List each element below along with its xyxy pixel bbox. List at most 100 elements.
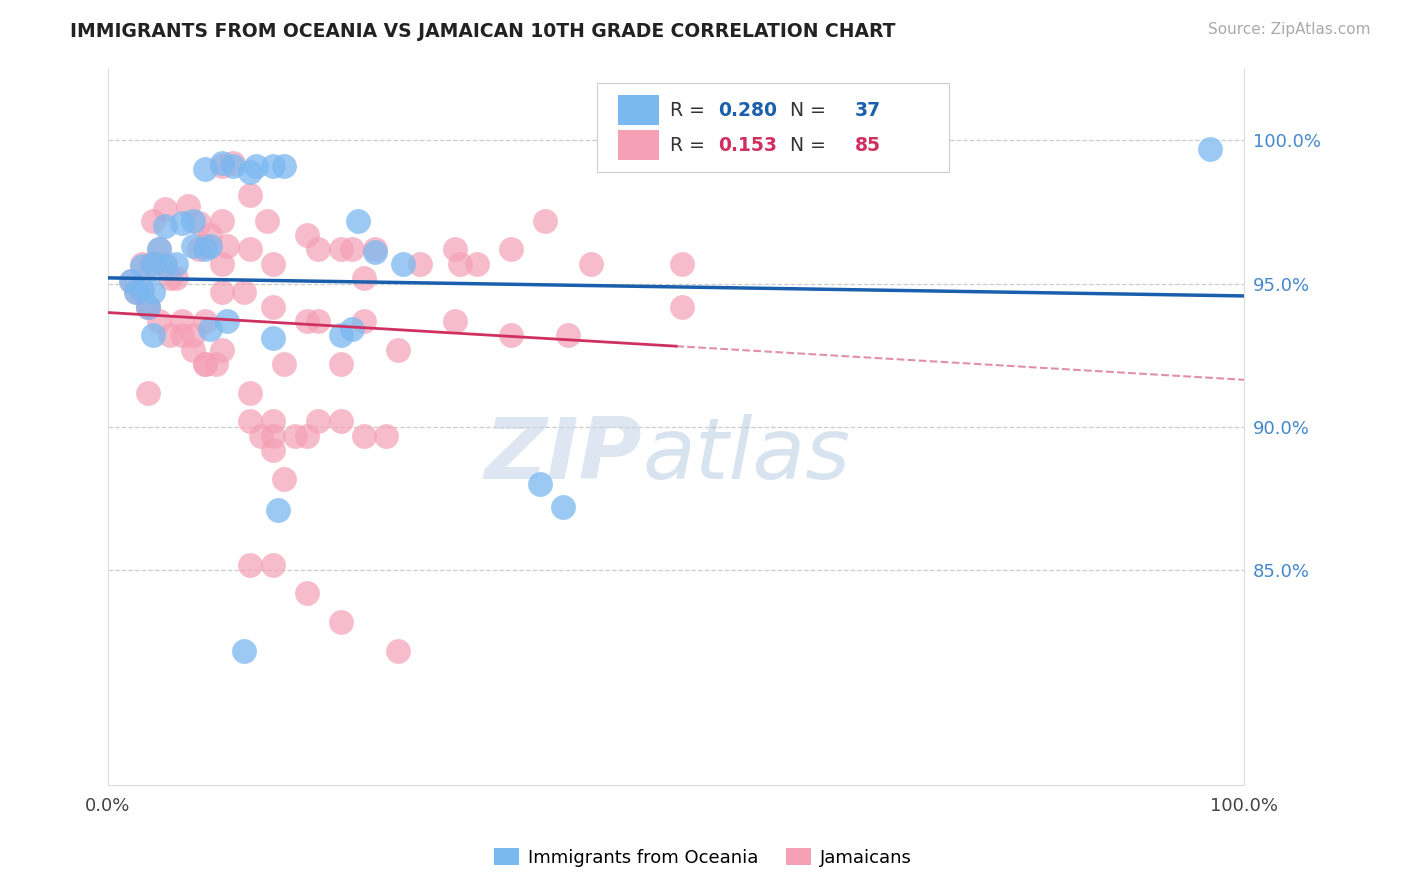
Point bbox=[233, 643, 256, 657]
Point bbox=[262, 442, 284, 457]
Text: 0.280: 0.280 bbox=[718, 101, 778, 120]
Point bbox=[211, 213, 233, 227]
Point bbox=[136, 385, 159, 400]
Point bbox=[131, 285, 153, 300]
Point bbox=[307, 314, 329, 328]
Point bbox=[449, 256, 471, 270]
FancyBboxPatch shape bbox=[596, 83, 949, 172]
Point bbox=[142, 256, 165, 270]
Point bbox=[295, 227, 318, 242]
Text: 37: 37 bbox=[855, 101, 880, 120]
Point bbox=[211, 159, 233, 173]
Point bbox=[239, 414, 262, 428]
Point bbox=[136, 300, 159, 314]
Point bbox=[284, 428, 307, 442]
Point bbox=[181, 213, 204, 227]
Point bbox=[148, 242, 170, 256]
Text: N =: N = bbox=[779, 101, 832, 120]
Point bbox=[353, 314, 375, 328]
Point bbox=[239, 558, 262, 572]
Point bbox=[142, 256, 165, 270]
Point bbox=[273, 159, 295, 173]
Point bbox=[148, 314, 170, 328]
Point bbox=[551, 500, 574, 515]
Point bbox=[211, 256, 233, 270]
Point bbox=[153, 202, 176, 216]
Point bbox=[120, 274, 142, 288]
Point bbox=[200, 239, 222, 253]
Point bbox=[364, 245, 387, 260]
Point bbox=[148, 242, 170, 256]
Point bbox=[142, 328, 165, 343]
Point bbox=[353, 428, 375, 442]
Point bbox=[194, 239, 217, 253]
Point bbox=[392, 256, 415, 270]
Point bbox=[142, 213, 165, 227]
Point bbox=[131, 256, 153, 270]
Point bbox=[170, 216, 193, 230]
Point bbox=[181, 239, 204, 253]
Point bbox=[181, 328, 204, 343]
Point bbox=[262, 159, 284, 173]
Point bbox=[465, 256, 488, 270]
FancyBboxPatch shape bbox=[619, 95, 659, 125]
Point bbox=[409, 256, 432, 270]
Text: R =: R = bbox=[671, 101, 711, 120]
Point bbox=[159, 271, 181, 285]
Point bbox=[250, 428, 273, 442]
Point bbox=[307, 414, 329, 428]
Point bbox=[262, 414, 284, 428]
Point bbox=[194, 242, 217, 256]
Point bbox=[125, 285, 148, 300]
Text: 0.153: 0.153 bbox=[718, 136, 778, 154]
Point bbox=[239, 242, 262, 256]
Point bbox=[239, 385, 262, 400]
Point bbox=[181, 343, 204, 357]
Point bbox=[329, 328, 352, 343]
Point bbox=[222, 156, 245, 170]
Point bbox=[295, 314, 318, 328]
Point bbox=[187, 216, 209, 230]
Point bbox=[200, 322, 222, 336]
Point bbox=[443, 314, 465, 328]
Point bbox=[353, 271, 375, 285]
Point bbox=[262, 331, 284, 345]
Point bbox=[534, 213, 557, 227]
Text: atlas: atlas bbox=[643, 414, 851, 497]
Text: R =: R = bbox=[671, 136, 717, 154]
Point bbox=[387, 343, 409, 357]
Point bbox=[131, 282, 153, 296]
Point bbox=[142, 285, 165, 300]
Point bbox=[245, 159, 267, 173]
Point bbox=[1199, 142, 1222, 156]
Point bbox=[136, 300, 159, 314]
Point bbox=[262, 256, 284, 270]
Legend: Immigrants from Oceania, Jamaicans: Immigrants from Oceania, Jamaicans bbox=[486, 841, 920, 874]
Point bbox=[120, 274, 142, 288]
Point bbox=[262, 558, 284, 572]
Point bbox=[256, 213, 278, 227]
Point bbox=[131, 260, 153, 274]
Point bbox=[211, 285, 233, 300]
Point bbox=[165, 271, 187, 285]
Point bbox=[273, 472, 295, 486]
Point bbox=[194, 357, 217, 371]
Point bbox=[205, 357, 228, 371]
Text: 85: 85 bbox=[855, 136, 880, 154]
Point bbox=[262, 300, 284, 314]
Point bbox=[222, 159, 245, 173]
Point bbox=[211, 156, 233, 170]
Point bbox=[194, 357, 217, 371]
Text: Source: ZipAtlas.com: Source: ZipAtlas.com bbox=[1208, 22, 1371, 37]
FancyBboxPatch shape bbox=[619, 130, 659, 161]
Point bbox=[329, 414, 352, 428]
Point bbox=[239, 187, 262, 202]
Point bbox=[557, 328, 579, 343]
Point bbox=[153, 256, 176, 270]
Point bbox=[329, 615, 352, 629]
Point bbox=[153, 260, 176, 274]
Point bbox=[217, 314, 239, 328]
Point bbox=[165, 256, 187, 270]
Point bbox=[194, 161, 217, 176]
Point bbox=[187, 242, 209, 256]
